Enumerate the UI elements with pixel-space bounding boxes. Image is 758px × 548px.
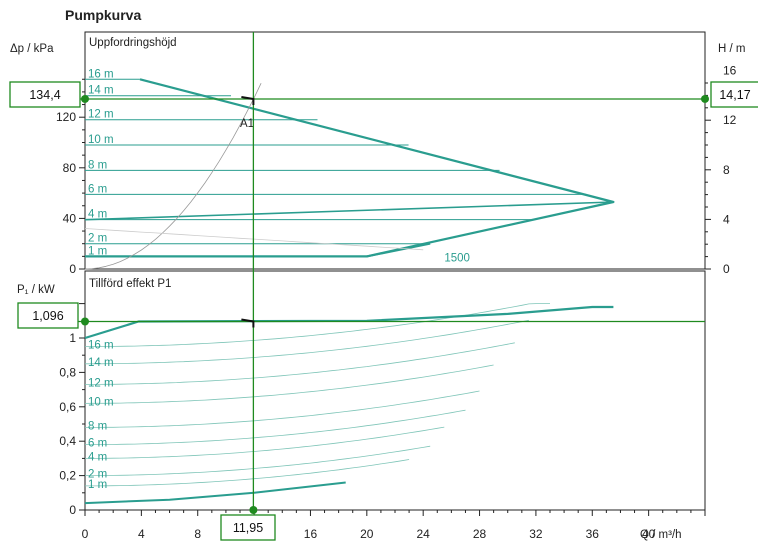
head-gridline-label: 4 m bbox=[88, 209, 107, 221]
y-left-tick-label: 80 bbox=[63, 161, 77, 175]
power-curve-label: 16 m bbox=[88, 340, 114, 352]
max-head-curve bbox=[85, 78, 615, 258]
p1-readout: 1,096 bbox=[32, 309, 63, 323]
x-tick-label: 8 bbox=[194, 527, 201, 541]
power-curve bbox=[84, 364, 494, 404]
y-power-tick-label: 0 bbox=[69, 503, 76, 517]
head-gridline-label: 10 m bbox=[88, 134, 114, 146]
y-power-tick-label: 0,2 bbox=[59, 469, 76, 483]
y-left-tick-label: 120 bbox=[56, 110, 76, 124]
power-curve bbox=[85, 426, 445, 459]
chart-title: Pumpkurva bbox=[65, 7, 141, 23]
x-tick-label: 32 bbox=[529, 527, 543, 541]
x-tick-label: 4 bbox=[138, 527, 145, 541]
y-power-tick-label: 0,8 bbox=[59, 365, 76, 379]
power-point-mark bbox=[241, 318, 255, 328]
x-axis-label: Q / m³/h bbox=[640, 529, 682, 541]
power-panel-label: Tillförd effekt P1 bbox=[89, 278, 171, 290]
head-gridline-label: 16 m bbox=[88, 68, 114, 80]
h-readout: 14,17 bbox=[719, 88, 750, 102]
power-curve-label: 12 m bbox=[88, 377, 114, 389]
q-readout: 11,95 bbox=[233, 521, 263, 535]
x-tick-label: 28 bbox=[473, 527, 487, 541]
y-power-tick-label: 0,4 bbox=[59, 434, 76, 448]
power-curve bbox=[85, 319, 529, 365]
system-curve bbox=[84, 83, 262, 270]
p1-readout-box bbox=[17, 302, 79, 329]
power-curve bbox=[85, 303, 550, 347]
lower-envelope bbox=[84, 201, 614, 221]
x-tick-label: 0 bbox=[82, 527, 89, 541]
y-axis-right-label: H / m bbox=[718, 43, 745, 55]
min-power-curve bbox=[84, 481, 346, 505]
y-left-tick-label: 0 bbox=[69, 262, 76, 276]
y-axis-left-label: Δp / kPa bbox=[10, 43, 54, 55]
power-curve bbox=[85, 409, 466, 445]
head-gridline-label: 12 m bbox=[88, 109, 114, 121]
x-tick-label: 36 bbox=[586, 527, 600, 541]
y-power-tick-label: 1 bbox=[69, 331, 76, 345]
power-curve bbox=[85, 459, 410, 487]
power-curve-label: 1 m bbox=[88, 479, 107, 491]
operating-point-mark bbox=[241, 95, 255, 105]
power-curve-label: 2 m bbox=[88, 469, 107, 481]
x-tick-label: 20 bbox=[360, 527, 374, 541]
q-readout-box bbox=[220, 514, 276, 541]
y-right-tick-label: 12 bbox=[723, 113, 737, 127]
y-right-tick-label: 8 bbox=[723, 163, 730, 177]
head-panel-label: Uppfordringshöjd bbox=[89, 37, 177, 49]
head-gridline-label: 8 m bbox=[88, 159, 107, 171]
dp-readout: 134,4 bbox=[29, 88, 60, 102]
operating-marker bbox=[249, 506, 258, 514]
fade-curve bbox=[84, 228, 424, 251]
power-curve-label: 4 m bbox=[88, 451, 107, 463]
y-power-tick-label: 0,6 bbox=[59, 400, 76, 414]
head-panel: 0 40 80 120 0 4 8 12 16 16 m 14 m 12 m 10 m 8 m 6 m 4 m… bbox=[56, 31, 737, 276]
x-axis: 0481216202428323640 bbox=[82, 510, 706, 541]
min-speed-label: 1500 bbox=[444, 252, 470, 264]
power-curve bbox=[85, 445, 431, 476]
power-curve-label: 14 m bbox=[88, 357, 114, 369]
power-curve bbox=[85, 342, 515, 385]
power-panel: 0 0,2 0,4 0,6 0,8 1 16 m 14 m 12 m 10 m 8 m 6 m4 m 2… bbox=[59, 270, 706, 517]
x-tick-label: 24 bbox=[417, 527, 431, 541]
operating-marker bbox=[701, 94, 709, 103]
power-y-axis-label: P₁ / kW bbox=[17, 284, 55, 296]
x-tick-label: 40 bbox=[642, 527, 656, 541]
head-panel-frame bbox=[84, 31, 706, 270]
head-gridline-label: 1 m bbox=[88, 245, 107, 257]
operating-marker bbox=[81, 317, 89, 326]
operating-point-label: A1 bbox=[240, 118, 254, 130]
y-right-tick-label: 4 bbox=[723, 212, 730, 226]
h-readout-box bbox=[710, 81, 758, 108]
power-curve-label: 8 m bbox=[88, 420, 107, 432]
head-gridline-label: 2 m bbox=[88, 233, 107, 245]
max-power-curve bbox=[84, 305, 614, 340]
head-gridline-label: 14 m bbox=[88, 85, 114, 97]
operating-point-overlay: 134,4 14,17 1,096 11,95 A1 bbox=[9, 32, 758, 541]
power-curve bbox=[85, 390, 480, 428]
operating-marker bbox=[81, 94, 89, 103]
power-curve-label: 10 m bbox=[88, 396, 114, 408]
dp-readout-box bbox=[9, 81, 81, 108]
power-curve-label: 6 m bbox=[88, 438, 107, 450]
min-speed-curve bbox=[366, 242, 431, 258]
y-right-tick-label: 0 bbox=[723, 262, 730, 276]
x-tick-label: 16 bbox=[304, 527, 318, 541]
y-right-tick-label: 16 bbox=[723, 64, 737, 78]
head-gridline-label: 6 m bbox=[88, 183, 107, 195]
y-left-tick-label: 40 bbox=[63, 211, 77, 225]
